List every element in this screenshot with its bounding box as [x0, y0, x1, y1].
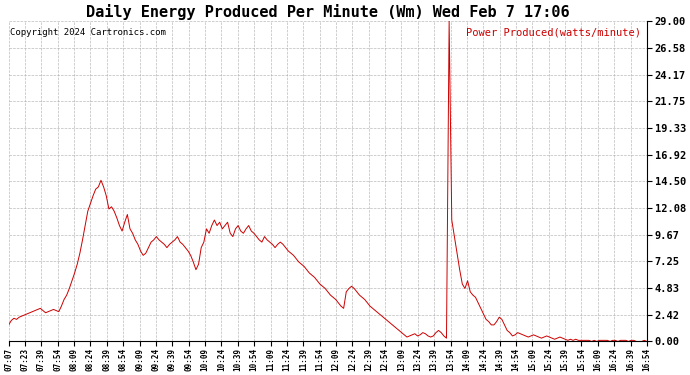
- Title: Daily Energy Produced Per Minute (Wm) Wed Feb 7 17:06: Daily Energy Produced Per Minute (Wm) We…: [86, 4, 570, 20]
- Text: Copyright 2024 Cartronics.com: Copyright 2024 Cartronics.com: [10, 28, 166, 37]
- Text: Power Produced(watts/minute): Power Produced(watts/minute): [466, 28, 640, 38]
